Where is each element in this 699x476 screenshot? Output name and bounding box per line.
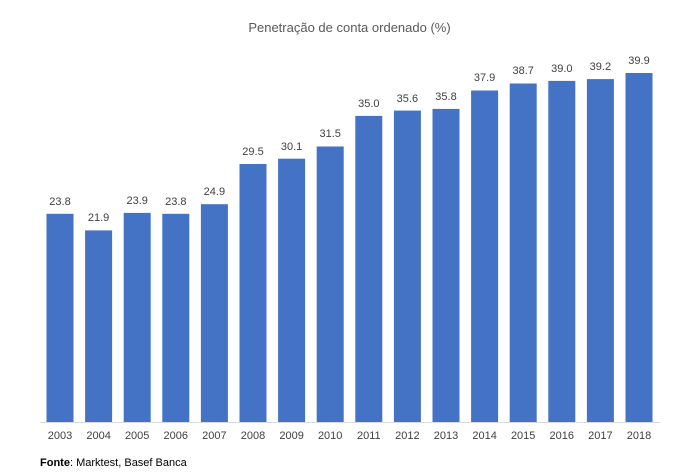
x-tick-2010: 2010 (317, 430, 343, 442)
x-tick-2013: 2013 (433, 430, 459, 442)
bar-2009 (278, 158, 306, 422)
bar-2014 (471, 90, 499, 422)
bar-2010 (316, 146, 344, 422)
value-label-2016: 39.0 (551, 62, 573, 75)
x-tick-2014: 2014 (472, 430, 497, 442)
value-label-2018: 39.9 (628, 55, 650, 67)
value-label-2017: 39.2 (589, 61, 612, 74)
bar-2018 (625, 73, 653, 422)
value-label-2005: 23.9 (126, 194, 148, 207)
value-label-2004: 21.9 (87, 212, 110, 225)
value-label-2013: 35.8 (435, 90, 457, 103)
bar-2013 (432, 108, 460, 423)
bar-2017 (586, 79, 614, 422)
bar-2007 (200, 204, 228, 422)
source-note: Fonte: Marktest, Basef Banca (40, 457, 187, 469)
x-tick-2012: 2012 (395, 430, 420, 442)
bar-2006 (162, 213, 190, 422)
x-tick-2015: 2015 (510, 430, 536, 442)
bar-2005 (123, 212, 151, 422)
bar-2003 (46, 213, 74, 422)
x-tick-2011: 2011 (356, 430, 381, 442)
x-tick-2003: 2003 (47, 430, 73, 442)
source-label: Fonte (40, 457, 70, 469)
x-tick-2008: 2008 (240, 430, 266, 442)
x-tick-2016: 2016 (549, 430, 575, 442)
value-label-2014: 37.9 (473, 72, 496, 85)
value-label-2006: 23.8 (165, 195, 187, 208)
x-tick-2005: 2005 (124, 430, 150, 442)
bar-2011 (355, 115, 383, 423)
value-label-2007: 24.9 (203, 186, 226, 199)
bar-2015 (509, 83, 537, 422)
x-tick-2007: 2007 (202, 430, 227, 442)
value-label-2011: 35.0 (358, 97, 380, 110)
bar-2008 (239, 164, 267, 422)
value-label-2009: 30.1 (280, 140, 303, 153)
x-tick-2018: 2018 (626, 430, 652, 442)
x-tick-2006: 2006 (163, 430, 189, 442)
value-label-2015: 38.7 (512, 65, 534, 78)
x-tick-2017: 2017 (588, 430, 613, 442)
bar-2016 (548, 80, 576, 423)
x-tick-2004: 2004 (86, 430, 111, 442)
x-tick-2009: 2009 (279, 430, 304, 442)
value-label-2010: 31.5 (319, 128, 341, 141)
bar-2004 (85, 230, 113, 422)
bar-2012 (393, 110, 421, 422)
value-label-2003: 23.8 (49, 195, 71, 208)
value-label-2012: 35.6 (396, 92, 419, 105)
chart-title: Penetração de conta ordenado (%) (248, 20, 451, 35)
value-label-2008: 29.5 (242, 145, 264, 158)
source-text: : Marktest, Basef Banca (69, 457, 187, 469)
